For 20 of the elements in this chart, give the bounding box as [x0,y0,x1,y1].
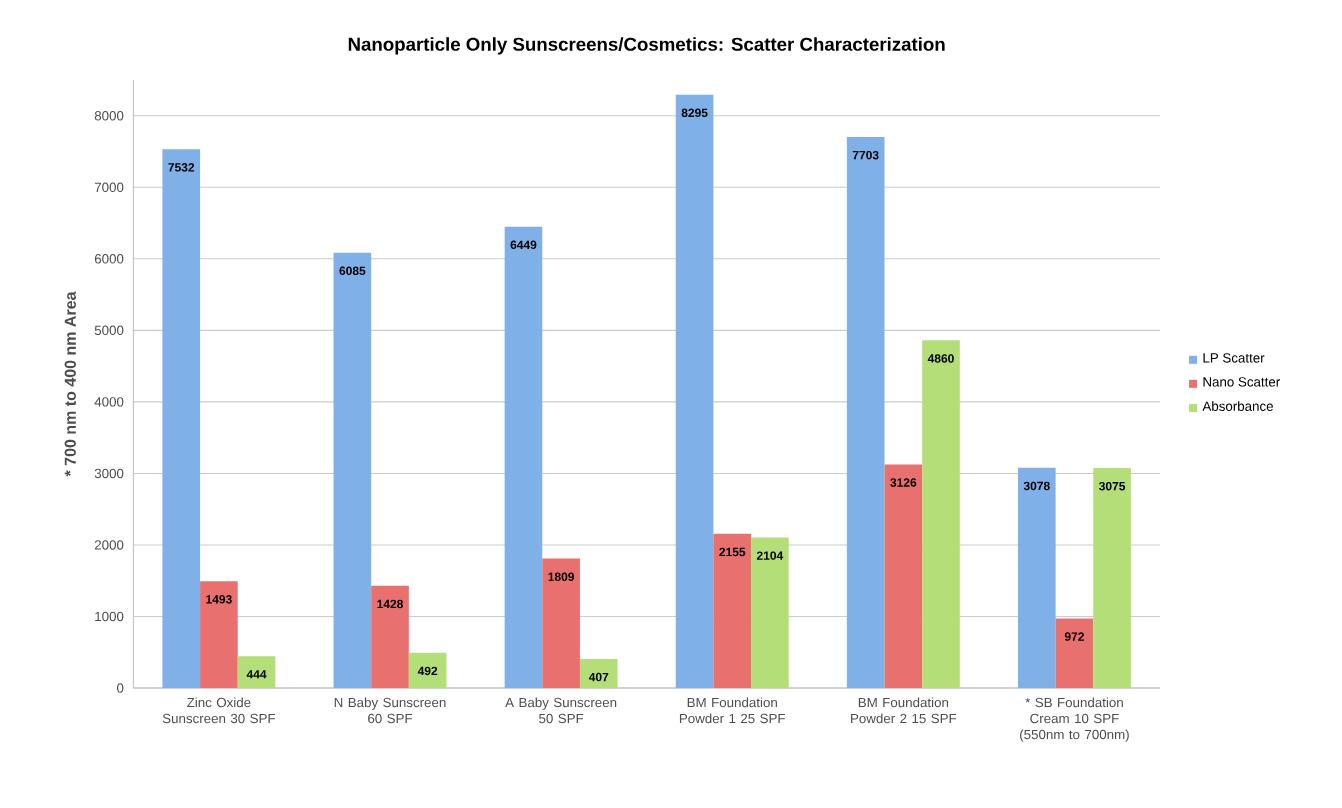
chart-title: Nanoparticle Only Sunscreens/Cosmetics: Scatter Characterization [348,37,945,55]
bar [846,137,885,688]
bar [675,94,714,688]
bar [751,537,789,688]
bar [1017,467,1056,688]
bar [884,464,923,688]
bar [922,340,960,688]
bar [713,533,752,688]
bar [542,558,580,688]
bar [579,658,618,688]
bar [333,252,372,688]
bar [408,652,447,688]
bar [162,149,201,688]
bar [1055,618,1094,688]
bar [1093,468,1131,688]
bar [237,656,276,688]
y-axis-title: * 700 nm to 400 nm Area [64,291,76,477]
bar [504,226,543,688]
bar [371,585,409,688]
bar [200,581,238,688]
